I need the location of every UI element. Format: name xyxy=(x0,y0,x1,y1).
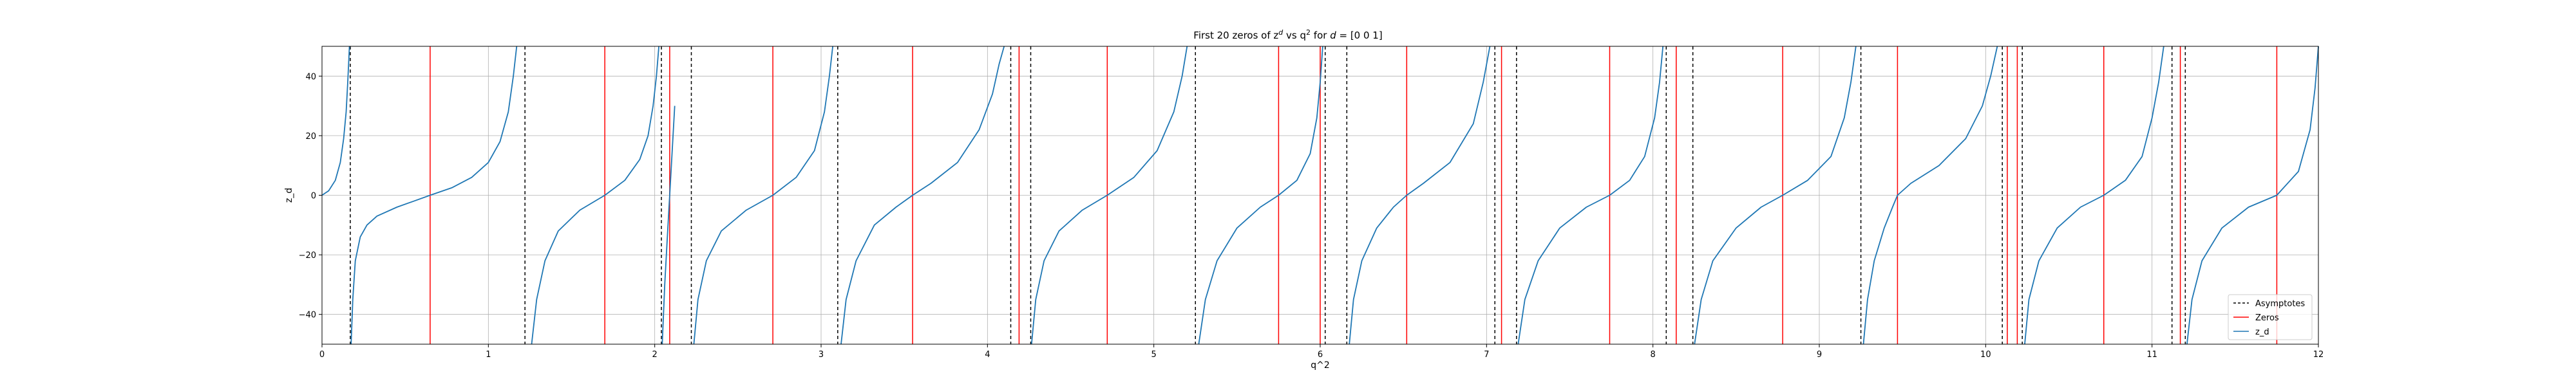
y-tick-label: −40 xyxy=(299,311,316,320)
z-d-branch xyxy=(350,46,518,345)
z-d-branch xyxy=(531,46,659,345)
chart-title: First 20 zeros of zd vs q2 for d = [0 0 … xyxy=(1193,28,1382,41)
title-italic-z-superscript: d xyxy=(1278,28,1283,37)
z-d-branch xyxy=(661,106,676,345)
z-d-branch xyxy=(840,46,1005,345)
x-tick-label: 3 xyxy=(819,350,824,360)
z-d-branch xyxy=(2186,46,2319,345)
x-tick-label: 0 xyxy=(319,350,325,360)
y-tick-label: 40 xyxy=(305,72,316,82)
x-tick-label: 9 xyxy=(1817,350,1822,360)
y-tick-label: 20 xyxy=(305,132,316,142)
x-tick-label: 6 xyxy=(1318,350,1323,360)
z-d-branch xyxy=(1198,46,1323,345)
x-tick-label: 11 xyxy=(2146,350,2157,360)
z-d-branch xyxy=(693,46,833,345)
legend: Asymptotes Zeros z_d xyxy=(2228,294,2313,340)
legend-label-z-d: z_d xyxy=(2255,327,2269,337)
x-axis-ticks: 0 1 2 3 4 5 6 7 8 9 10 11 12 xyxy=(319,344,2324,360)
legend-box xyxy=(2228,294,2313,340)
x-tick-label: 1 xyxy=(486,350,491,360)
z-d-branch xyxy=(1862,46,1998,345)
z-d-branch xyxy=(321,46,350,196)
y-tick-label: 0 xyxy=(311,192,316,201)
legend-label-asymptotes: Asymptotes xyxy=(2255,299,2305,309)
x-tick-label: 5 xyxy=(1151,350,1157,360)
plot-area xyxy=(321,46,2319,345)
legend-label-zeros: Zeros xyxy=(2255,313,2279,323)
y-tick-label: −20 xyxy=(299,251,316,261)
x-tick-label: 10 xyxy=(1980,350,1991,360)
x-tick-label: 8 xyxy=(1651,350,1656,360)
x-tick-label: 7 xyxy=(1484,350,1489,360)
x-tick-label: 12 xyxy=(2313,350,2324,360)
z-d-branch xyxy=(1030,46,1188,345)
y-axis-ticks: −40 −20 0 20 40 xyxy=(299,72,322,320)
x-tick-label: 2 xyxy=(652,350,658,360)
x-tick-label: 4 xyxy=(985,350,990,360)
x-axis-label: q^2 xyxy=(1311,360,1330,371)
y-axis-label: z_d xyxy=(284,188,294,203)
z-d-branch xyxy=(1694,46,1857,345)
z-d-branch xyxy=(2024,46,2164,345)
z-d-branch xyxy=(1517,46,1664,345)
z-d-branch xyxy=(1349,46,1491,345)
series-z-d xyxy=(321,46,2319,345)
